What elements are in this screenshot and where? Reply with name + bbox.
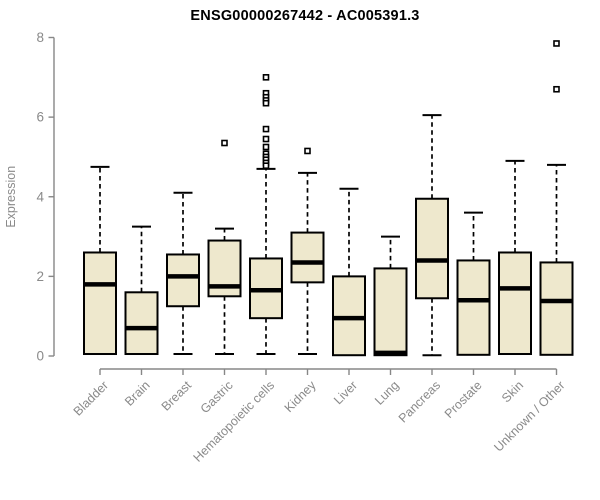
x-tick-label: Gastric	[198, 378, 236, 416]
iqr-box	[290, 231, 325, 284]
x-tick-label: Prostate	[442, 378, 485, 421]
iqr-box	[498, 251, 532, 356]
iqr-box	[456, 259, 491, 356]
outlier-point	[262, 125, 270, 133]
x-tick-label: Liver	[331, 378, 360, 407]
x-tick-label: Lung	[372, 378, 402, 408]
outlier-point	[262, 162, 270, 169]
iqr-box	[539, 261, 574, 356]
y-axis-title: Expression	[4, 166, 18, 228]
iqr-box	[83, 251, 117, 356]
outlier-point	[553, 40, 560, 47]
y-tick-label: 0	[36, 349, 44, 364]
iqr-box	[415, 197, 449, 300]
outlier-point	[553, 85, 560, 93]
outlier-point	[262, 74, 270, 81]
y-tick-label: 2	[36, 269, 44, 284]
iqr-box	[373, 267, 408, 357]
iqr-box	[332, 275, 366, 357]
x-tick-label: Skin	[499, 378, 526, 405]
x-tick-label: Bladder	[71, 378, 111, 418]
outlier-point	[262, 143, 270, 151]
y-tick-label: 6	[36, 110, 44, 125]
outlier-point	[262, 99, 270, 107]
y-tick-label: 4	[36, 189, 44, 204]
outlier-point	[221, 139, 228, 147]
chart-title: ENSG00000267442 - AC005391.3	[190, 8, 420, 24]
y-tick-label: 8	[36, 30, 44, 45]
outlier-point	[262, 135, 270, 143]
x-tick-label: Pancreas	[396, 378, 443, 425]
x-tick-label: Unknown / Other	[491, 378, 567, 454]
x-tick-label: Brain	[122, 378, 153, 409]
outlier-point	[304, 147, 311, 155]
x-tick-label: Hematopoietic cells	[191, 378, 278, 465]
iqr-box	[124, 291, 159, 356]
x-tick-label: Breast	[159, 378, 195, 414]
iqr-box	[166, 253, 200, 308]
x-tick-label: Kidney	[282, 378, 319, 415]
